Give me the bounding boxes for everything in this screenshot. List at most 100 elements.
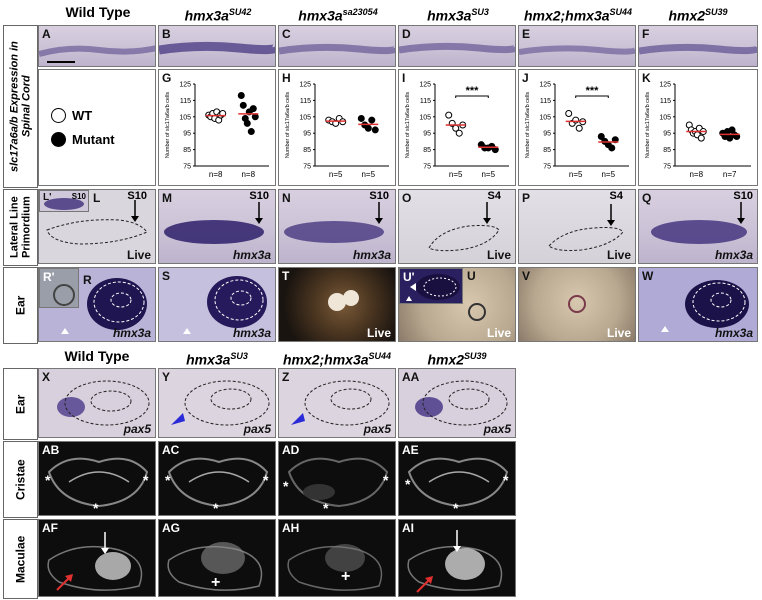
n-label-J-0: n=5 xyxy=(569,170,583,179)
panel-label-A: A xyxy=(42,27,51,41)
panel-label-N: N xyxy=(282,191,291,205)
y-tick-label-I-4: 115 xyxy=(420,98,431,105)
n-label-K-0: n=8 xyxy=(689,170,703,179)
panel-A-image: A xyxy=(38,25,156,67)
point-G-mutant-3 xyxy=(243,119,251,127)
top-header-text-5: hmx2 xyxy=(668,7,706,24)
panel-R-inset: R' xyxy=(39,268,79,308)
point-I-wt-3 xyxy=(455,129,463,137)
bottom-header-text-2: hmx2;hmx3a xyxy=(282,351,369,368)
s10-label-N: S10 xyxy=(369,190,389,202)
pax5-label-Y: pax5 xyxy=(243,422,271,436)
point-I-wt-0 xyxy=(445,111,453,119)
panel-U-image: U' U Live xyxy=(398,267,516,342)
top-header-2: hmx3asa23054 xyxy=(278,1,398,24)
y-axis-label-J: Number of slc17a6a/b cells xyxy=(525,92,531,159)
sig-bracket-J xyxy=(575,95,609,98)
panel-label-AB: AB xyxy=(42,443,60,457)
panel-Y-image: Y pax5 xyxy=(158,368,276,438)
panel-label-O: O xyxy=(402,191,412,205)
point-G-mutant-1 xyxy=(239,101,247,109)
panel-label-L-prime: L' xyxy=(43,192,52,203)
bottom-header-sup-3: SU39 xyxy=(464,351,487,361)
panel-R-image: R' R hmx3a xyxy=(38,267,156,342)
row-label-box-ear: Ear xyxy=(3,267,38,344)
panel-label-G: G xyxy=(162,71,172,85)
top-header-sup-5: SU39 xyxy=(705,7,728,17)
panel-label-L: L xyxy=(93,191,101,205)
row-label-cristae: Cristae xyxy=(13,459,28,500)
panel-P-image: P S4 Live xyxy=(518,189,636,264)
crista-star-AE-1: * xyxy=(405,476,411,492)
panel-AD-image: AD * * * xyxy=(278,441,396,516)
panel-label-AD: AD xyxy=(282,443,300,457)
panel-L-image: L' S10 L S10 Live xyxy=(38,189,156,264)
n-label-H-0: n=5 xyxy=(329,170,343,179)
panel-X-image: X pax5 xyxy=(38,368,156,438)
crista-star-AE-3: * xyxy=(453,500,459,516)
y-tick-label-K-5: 125 xyxy=(659,82,671,89)
point-H-mutant-2 xyxy=(364,124,372,132)
panel-label-AC: AC xyxy=(162,443,180,457)
bottom-header-text-0: Wild Type xyxy=(64,348,130,364)
n-label-I-1: n=5 xyxy=(481,170,495,179)
y-tick-label-G-0: 75 xyxy=(183,164,191,171)
y-tick-label-G-1: 85 xyxy=(183,147,191,154)
point-G-mutant-5 xyxy=(247,128,255,136)
bottom-header-sup-1: SU3 xyxy=(230,351,248,361)
row-label-box-ear2: Ear xyxy=(3,368,38,440)
n-label-H-1: n=5 xyxy=(361,170,375,179)
point-J-mutant-0 xyxy=(597,132,605,140)
panel-label-X: X xyxy=(42,370,51,384)
panel-label-AF: AF xyxy=(42,521,58,535)
graph-panel-J: J 75 85 95 105 115 125 Number of slc17a6a/b cel… xyxy=(518,69,636,186)
y-tick-label-G-5: 125 xyxy=(179,82,191,89)
panel-label-J: J xyxy=(522,71,529,85)
pax5-label-AA: pax5 xyxy=(483,422,511,436)
point-J-wt-3 xyxy=(575,124,583,132)
panel-label-E: E xyxy=(522,27,531,41)
legend-wt-marker xyxy=(51,108,66,123)
panel-label-W: W xyxy=(642,269,654,283)
y-tick-label-I-1: 85 xyxy=(423,147,431,154)
top-header-sup-3: SU3 xyxy=(471,7,489,17)
legend-mutant-label: Mutant xyxy=(72,132,115,147)
panel-label-B: B xyxy=(162,27,171,41)
y-tick-label-H-2: 95 xyxy=(303,131,311,138)
live-label-P: Live xyxy=(606,248,631,262)
row-label-box-lateral: Lateral Line Primordium xyxy=(3,189,38,266)
live-label-O: Live xyxy=(486,248,511,262)
panel-label-M: M xyxy=(162,191,172,205)
top-header-sup-1: SU42 xyxy=(228,7,252,17)
y-tick-label-I-5: 125 xyxy=(419,82,431,89)
hmx3a-label-Q: hmx3a xyxy=(714,248,753,262)
panel-AI-image: AI xyxy=(398,519,516,597)
panel-label-R-prime: R' xyxy=(43,270,55,284)
panel-label-AI: AI xyxy=(402,521,414,535)
y-tick-label-J-3: 105 xyxy=(539,114,551,121)
panel-Z-image: Z pax5 xyxy=(278,368,396,438)
legend-box: WT Mutant xyxy=(38,69,156,186)
hmx3a-label-R: hmx3a xyxy=(112,326,151,340)
s10-label-L: S10 xyxy=(127,190,147,202)
crista-star-AD-2: * xyxy=(383,472,389,488)
y-axis-label-G: Number of slc17a6a/b cells xyxy=(165,92,171,159)
legend-mutant-marker xyxy=(51,132,66,147)
graph-panel-I: I 75 85 95 105 115 125 Number of slc17a6a/b cel… xyxy=(398,69,516,186)
y-tick-label-I-3: 105 xyxy=(419,114,431,121)
s10-label-Q: S10 xyxy=(733,190,753,202)
bottom-header-text-1: hmx3a xyxy=(186,351,231,368)
y-tick-label-I-0: 75 xyxy=(423,164,431,171)
top-header-4: hmx2;hmx3aSU44 xyxy=(518,1,638,24)
graph-svg-K: 75 85 95 105 115 125 Number of slc17a6a/b cell… xyxy=(645,82,751,179)
s4-label-P: S4 xyxy=(609,190,623,202)
row-label-ear2: Ear xyxy=(13,394,28,414)
crista-star-AC-1: * xyxy=(165,472,171,488)
top-header-1: hmx3aSU42 xyxy=(158,1,278,24)
bottom-header-2: hmx2;hmx3aSU44 xyxy=(278,345,396,368)
panel-label-AG: AG xyxy=(162,521,180,535)
s10-label-M: S10 xyxy=(249,190,269,202)
panel-label-K: K xyxy=(642,71,651,85)
y-tick-label-J-5: 125 xyxy=(539,82,551,89)
point-G-mutant-6 xyxy=(249,105,257,113)
